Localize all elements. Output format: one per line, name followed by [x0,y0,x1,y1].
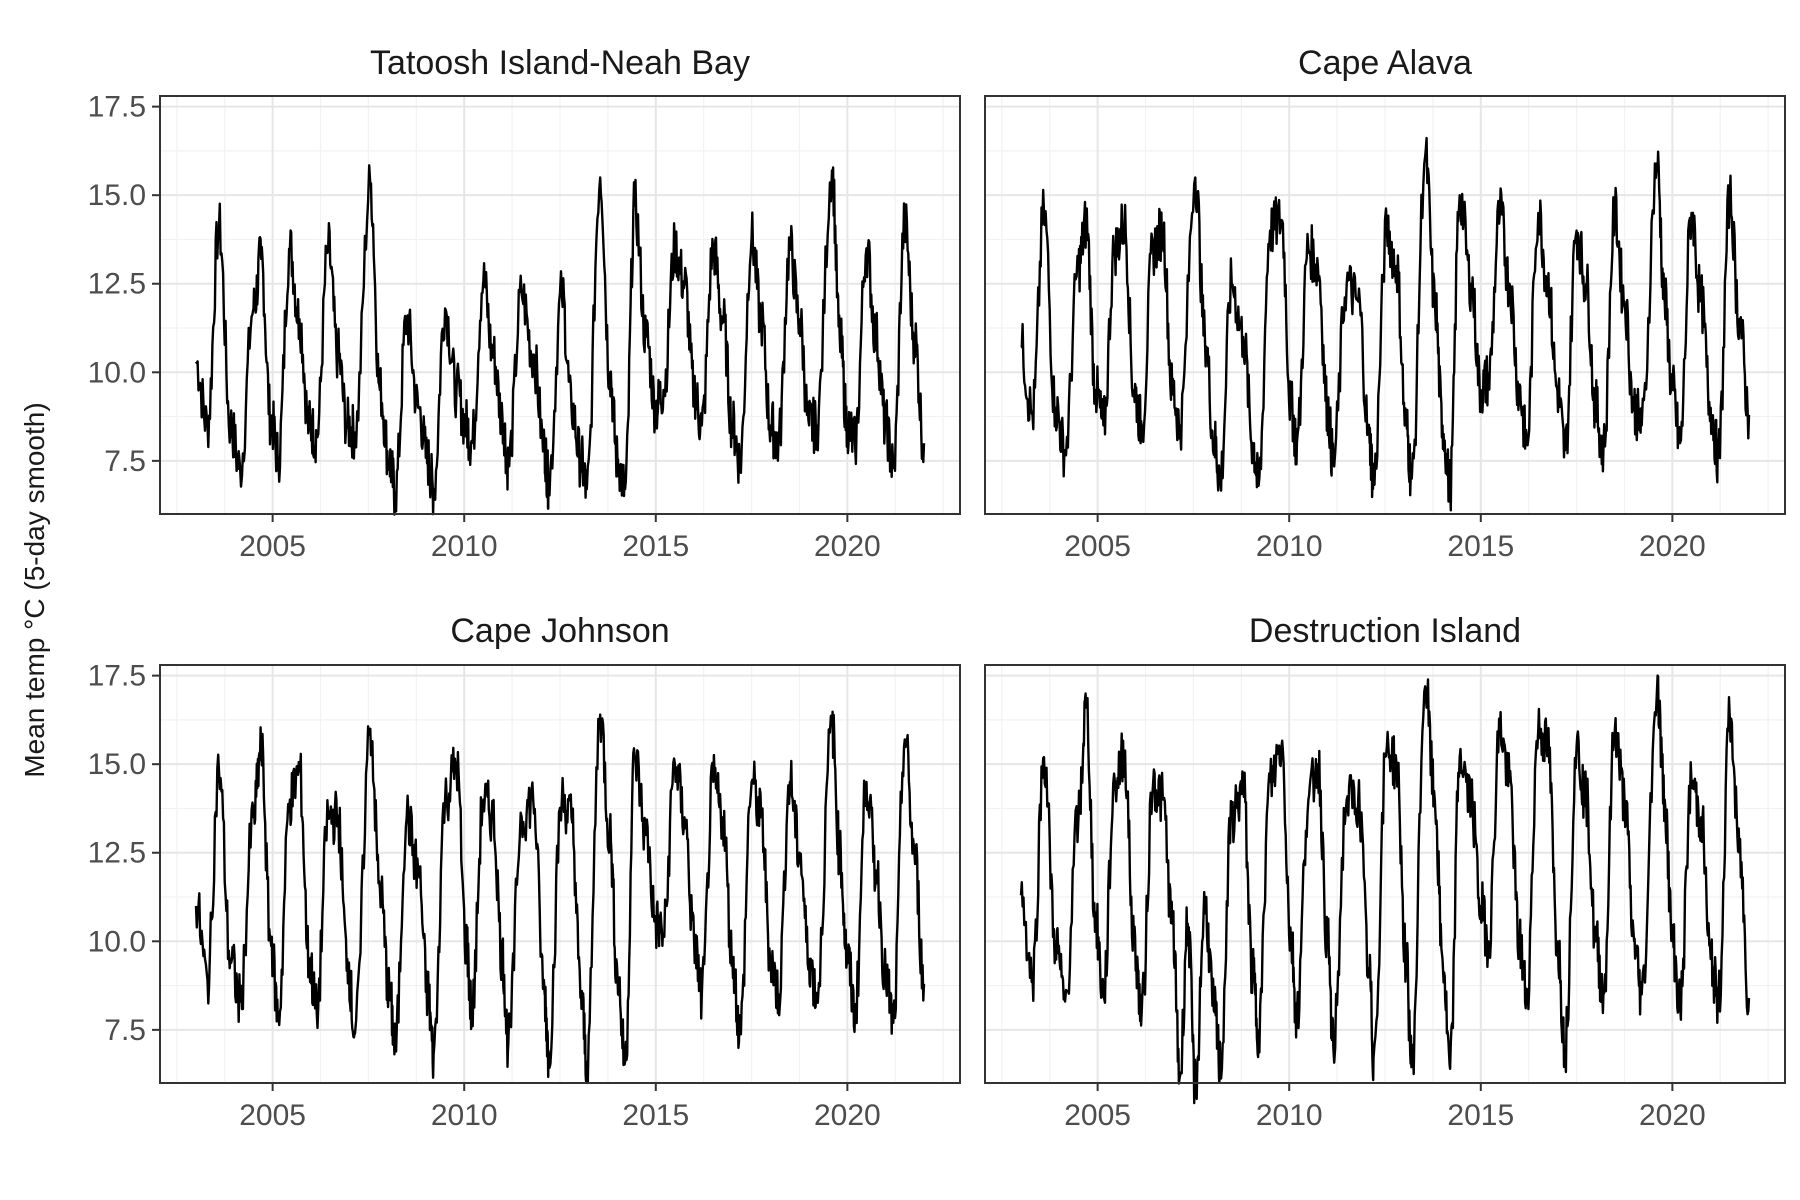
panel-title: Destruction Island [1249,612,1521,650]
y-tick-label: 10.0 [88,925,146,958]
x-tick-label: 2010 [1256,1099,1323,1132]
panels: Tatoosh Island-Neah Bay 7.5 10.0 12.5 15.0 17… [88,44,1786,1132]
x-tick-label: 2015 [622,530,689,563]
panel-frame [159,664,961,1084]
panel-1: Tatoosh Island-Neah Bay 7.5 10.0 12.5 15.0 17… [88,44,961,563]
y-tick-label: 12.5 [88,837,146,870]
x-tick-label: 2020 [814,1099,881,1132]
y-tick-label: 15.0 [88,748,146,781]
temperature-series-line [194,710,926,1085]
y-tick-label: 10.0 [88,356,146,389]
x-tick-label: 2010 [431,1099,498,1132]
x-tick-label: 2005 [1064,1099,1131,1132]
panel-frame [984,664,1786,1084]
x-tick-label: 2005 [239,1099,306,1132]
panel-4: Destruction Island 2005 2010 2015 2020 [984,612,1786,1132]
x-tick-label: 2010 [1256,530,1323,563]
x-tick-label: 2005 [1064,530,1131,563]
panel-frame [984,95,1786,515]
x-tick-label: 2020 [1639,1099,1706,1132]
panel-2: Cape Alava 2005 2010 2015 2020 [984,44,1786,563]
panel-title: Cape Johnson [450,612,669,650]
panel-3: Cape Johnson 7.5 10.0 12.5 15.0 17.5 2005 2010 2… [88,612,961,1132]
x-tick-label: 2010 [431,530,498,563]
y-axis-label: Mean temp °C (5-day smooth) [19,402,50,777]
panel-frame [159,95,961,515]
y-tick-label: 7.5 [104,1014,146,1047]
x-tick-label: 2015 [622,1099,689,1132]
x-tick-label: 2020 [1639,530,1706,563]
x-tick-label: 2020 [814,530,881,563]
y-tick-label: 12.5 [88,268,146,301]
y-tick-label: 7.5 [104,445,146,478]
temperature-series-line [1019,674,1751,1105]
y-tick-label: 17.5 [88,91,146,124]
x-tick-label: 2005 [239,530,306,563]
temperature-series-line [194,164,926,516]
panel-title: Cape Alava [1298,44,1472,82]
x-tick-label: 2015 [1447,1099,1514,1132]
temperature-series-line [1020,136,1751,512]
y-tick-label: 15.0 [88,179,146,212]
x-tick-label: 2015 [1447,530,1514,563]
y-tick-label: 17.5 [88,660,146,693]
panel-title: Tatoosh Island-Neah Bay [370,44,750,82]
